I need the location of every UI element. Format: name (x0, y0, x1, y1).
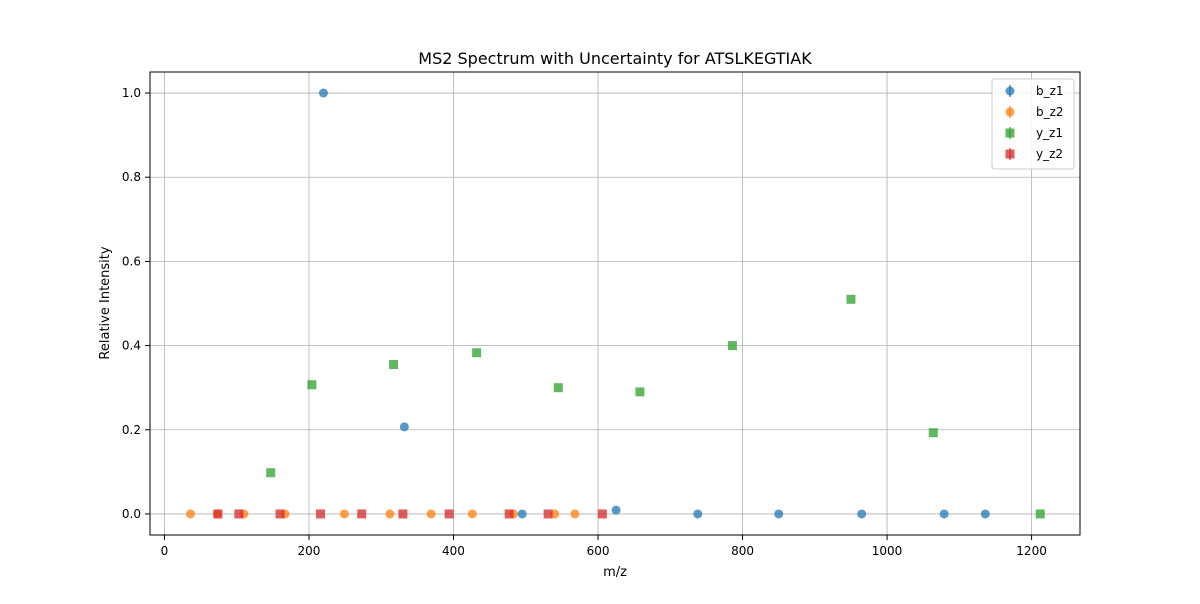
axes-layer: 0 200 400 600 800 1000 1200 0.0 0.2 0.4 0.6 0.8 1.0 (122, 71, 1081, 558)
data-point (185, 509, 195, 519)
data-point (444, 509, 454, 519)
data-point (1035, 509, 1045, 519)
data-point (504, 509, 514, 519)
data-point (693, 509, 703, 519)
y-tick-label: 0.2 (122, 423, 141, 437)
data-point (467, 509, 477, 519)
data-point (570, 509, 580, 519)
data-point (543, 509, 553, 519)
data-point (339, 509, 349, 519)
x-tick-label: 800 (731, 544, 754, 558)
data-point (928, 428, 938, 438)
data-point (399, 422, 409, 432)
legend-item: b_z1 (1005, 84, 1064, 98)
data-point (939, 509, 949, 519)
data-point (398, 509, 408, 519)
data-point (316, 509, 326, 519)
y-tick-label: 0.0 (122, 507, 141, 521)
legend-marker (1005, 128, 1015, 138)
data-point (597, 509, 607, 519)
legend-item: y_z1 (1005, 126, 1063, 140)
data-point (318, 88, 328, 98)
marks-layer (185, 88, 1045, 519)
y-axis-label: Relative Intensity (98, 246, 113, 359)
series-y-z1 (266, 294, 1045, 519)
data-point (635, 387, 645, 397)
data-point (234, 509, 244, 519)
data-point (472, 348, 482, 358)
data-point (774, 509, 784, 519)
legend-marker (1005, 107, 1015, 117)
series-y-z2 (213, 509, 607, 519)
data-point (385, 509, 395, 519)
data-point (553, 383, 563, 393)
data-point (389, 360, 399, 370)
data-point (980, 509, 990, 519)
data-point (357, 509, 367, 519)
data-point (275, 509, 285, 519)
x-tick-label: 200 (298, 544, 321, 558)
grid-layer (150, 72, 1080, 535)
y-tick-label: 1.0 (122, 86, 141, 100)
x-tick-label: 1000 (872, 544, 903, 558)
data-point (727, 341, 737, 351)
legend-marker (1005, 149, 1015, 159)
data-point (426, 509, 436, 519)
x-tick-label: 400 (442, 544, 465, 558)
legend: b_z1 b_z2 y_z1 y_z2 (991, 78, 1075, 170)
data-point (213, 509, 223, 519)
legend-item: b_z2 (1005, 105, 1064, 119)
legend-item: y_z2 (1005, 147, 1063, 161)
x-axis-label: m/z (603, 565, 627, 580)
data-point (857, 509, 867, 519)
y-tick-label: 0.8 (122, 170, 141, 184)
legend-marker (1005, 86, 1015, 96)
legend-label: y_z1 (1036, 126, 1063, 140)
data-point (517, 509, 527, 519)
data-point (266, 468, 276, 478)
legend-box (991, 78, 1075, 170)
data-point (611, 505, 621, 515)
data-point (307, 380, 317, 390)
x-tick-label: 600 (587, 544, 610, 558)
y-tick-label: 0.4 (122, 339, 141, 353)
y-tick-label: 0.6 (122, 254, 141, 268)
x-tick-label: 0 (161, 544, 169, 558)
legend-label: b_z1 (1036, 84, 1064, 98)
legend-label: b_z2 (1036, 105, 1064, 119)
data-point (846, 294, 856, 304)
x-tick-label: 1200 (1016, 544, 1047, 558)
series-b-z1 (318, 88, 990, 519)
chart-title: MS2 Spectrum with Uncertainty for ATSLKE… (418, 49, 812, 68)
plot-frame (149, 71, 1081, 536)
legend-label: y_z2 (1036, 147, 1063, 161)
